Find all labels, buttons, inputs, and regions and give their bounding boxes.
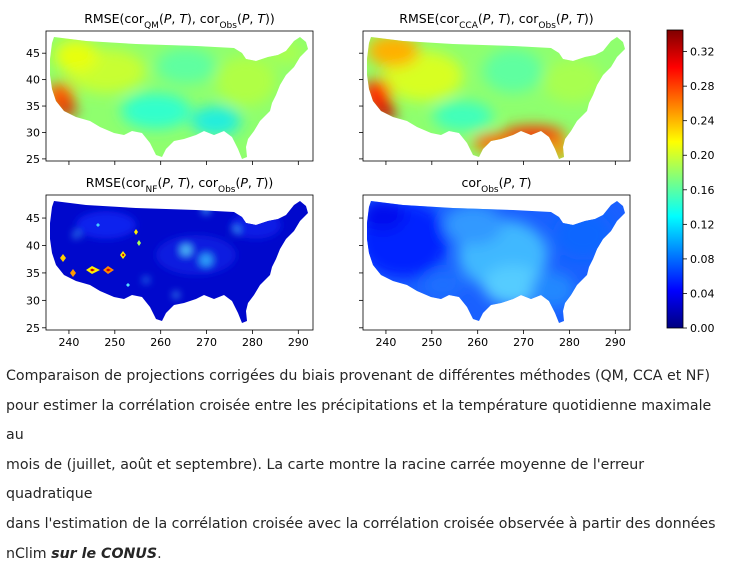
x-tick-label: 290: [605, 336, 626, 349]
panel-cca-title: RMSE(corCCA(P, T), corObs(P, T)): [399, 11, 593, 31]
colorbar-tick-label: 0.08: [690, 253, 715, 266]
x-tick-label: 290: [288, 336, 309, 349]
caption-line-5: nClim sur le CONUS.: [6, 540, 722, 569]
y-tick-label: 30: [26, 126, 40, 139]
x-tick-label: 250: [421, 336, 442, 349]
colorbar-tick-label: 0.28: [690, 80, 715, 93]
y-tick-label: 35: [26, 100, 40, 113]
x-tick-label: 270: [196, 336, 217, 349]
y-tick-label: 40: [26, 74, 40, 87]
colorbar-tick-label: 0.20: [690, 149, 715, 162]
y-tick-label: 25: [26, 322, 40, 335]
y-tick-label: 35: [26, 267, 40, 280]
y-tick-label: 25: [26, 153, 40, 166]
y-tick-label: 45: [26, 47, 40, 60]
colorbar-tick-label: 0.16: [690, 184, 715, 197]
panel-obs-title: corObs(P, T): [461, 175, 531, 195]
caption-line-1: Comparaison de projections corrigées du …: [6, 368, 711, 384]
caption-emphasis: sur le CONUS: [51, 545, 158, 562]
panel-nf-title: RMSE(corNF(P, T), corObs(P, T)): [86, 175, 274, 195]
panel-cca: [362, 30, 631, 162]
panel-qm: [45, 30, 314, 162]
figure-caption: Comparaison de projections corrigées du …: [6, 362, 722, 569]
y-tick-label: 30: [26, 294, 40, 307]
x-tick-label: 280: [242, 336, 263, 349]
caption-line-2: pour estimer la corrélation croisée entr…: [6, 397, 712, 444]
colorbar-gradient: [666, 29, 684, 329]
caption-line-3: mois de (juillet, août et septembre). La…: [6, 456, 645, 503]
colorbar-tick-label: 0.12: [690, 218, 715, 231]
colorbar-tick-label: 0.04: [690, 287, 715, 300]
x-tick-label: 250: [104, 336, 125, 349]
y-tick-label: 40: [26, 239, 40, 252]
panel-qm-title: RMSE(corQM(P, T), corObs(P, T)): [84, 11, 275, 31]
panel-nf: [45, 194, 314, 331]
caption-suffix: .: [157, 545, 162, 562]
x-tick-label: 240: [58, 336, 79, 349]
x-tick-label: 260: [467, 336, 488, 349]
colorbar: 0.32 0.28 0.24 0.20 0.16 0.12 0.08 0.04 0.00: [666, 29, 715, 335]
colorbar-tick-label: 0.00: [690, 322, 715, 335]
colorbar-tick-label: 0.32: [690, 46, 715, 59]
colorbar-tick-label: 0.24: [690, 115, 715, 128]
x-tick-label: 260: [150, 336, 171, 349]
caption-line-4: dans l'estimation de la corrélation croi…: [6, 515, 716, 532]
x-tick-label: 280: [559, 336, 580, 349]
x-tick-label: 240: [375, 336, 396, 349]
x-tick-label: 270: [513, 336, 534, 349]
panel-obs: [362, 194, 631, 331]
caption-prefix: nClim: [6, 545, 52, 562]
figure: RMSE(corQM(P, T), corObs(P, T)) RMSE(cor…: [26, 11, 715, 349]
y-tick-label: 45: [26, 212, 40, 225]
